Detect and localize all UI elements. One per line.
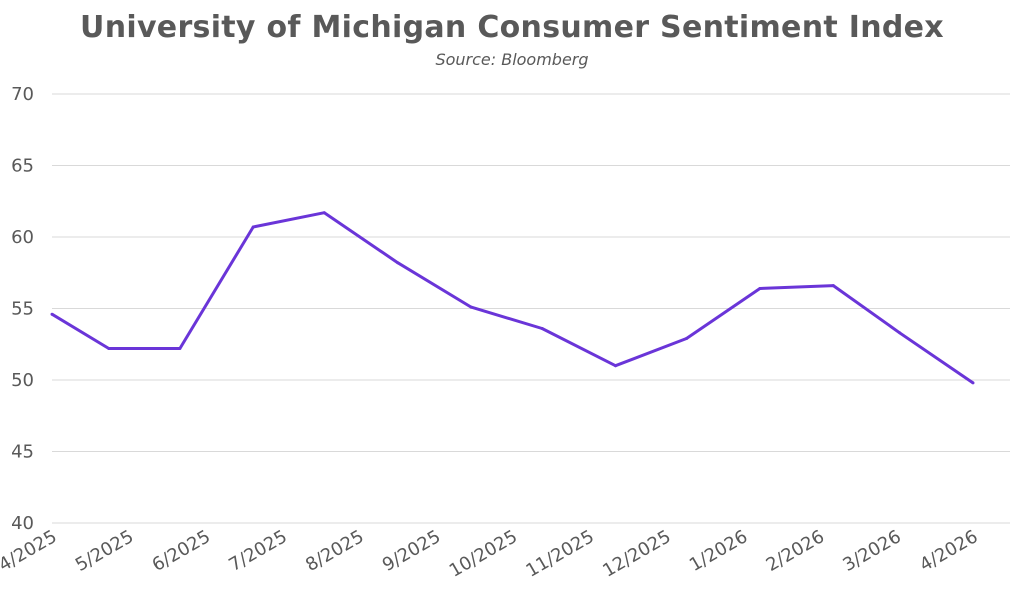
data-point — [540, 327, 544, 331]
data-point — [178, 347, 182, 351]
x-tick-label: 12/2025 — [599, 526, 674, 582]
y-tick-label: 65 — [11, 156, 34, 177]
y-tick-label: 40 — [11, 513, 34, 534]
data-point — [396, 261, 400, 265]
x-tick-label: 10/2025 — [446, 526, 521, 582]
x-tick-label: 11/2025 — [522, 526, 597, 582]
data-point — [685, 337, 689, 341]
y-tick-label: 60 — [11, 227, 34, 248]
chart-title: University of Michigan Consumer Sentimen… — [80, 10, 944, 45]
y-tick-label: 50 — [11, 370, 34, 391]
x-tick-label: 9/2025 — [379, 526, 444, 576]
data-point — [831, 284, 835, 288]
x-tick-label: 2/2026 — [763, 526, 828, 576]
data-point — [971, 381, 975, 385]
data-point — [251, 225, 255, 229]
data-point — [758, 286, 762, 290]
data-point — [50, 312, 54, 316]
x-tick-label: 3/2026 — [839, 526, 904, 576]
y-axis-ticks: 40 45 50 55 60 65 70 — [11, 84, 34, 534]
data-point — [107, 347, 111, 351]
data-point — [613, 364, 617, 368]
gridlines — [52, 93, 1010, 524]
x-tick-label: 6/2025 — [149, 526, 214, 576]
x-tick-label: 8/2025 — [302, 526, 367, 576]
x-tick-label: 4/2026 — [916, 526, 981, 576]
y-tick-label: 55 — [11, 299, 34, 320]
data-point — [322, 211, 326, 215]
y-tick-label: 45 — [11, 442, 34, 463]
data-point — [469, 305, 473, 309]
series-layer — [50, 211, 975, 385]
y-tick-label: 70 — [11, 84, 34, 105]
chart-subtitle: Source: Bloomberg — [435, 50, 589, 69]
series-line — [51, 211, 974, 385]
x-tick-label: 1/2026 — [686, 526, 751, 576]
x-tick-label: 7/2025 — [225, 526, 290, 576]
data-point — [898, 331, 902, 335]
x-tick-label: 5/2025 — [72, 526, 137, 576]
x-axis-ticks: 4/2025 5/2025 6/2025 7/2025 8/2025 9/2025 10/2… — [0, 526, 982, 582]
